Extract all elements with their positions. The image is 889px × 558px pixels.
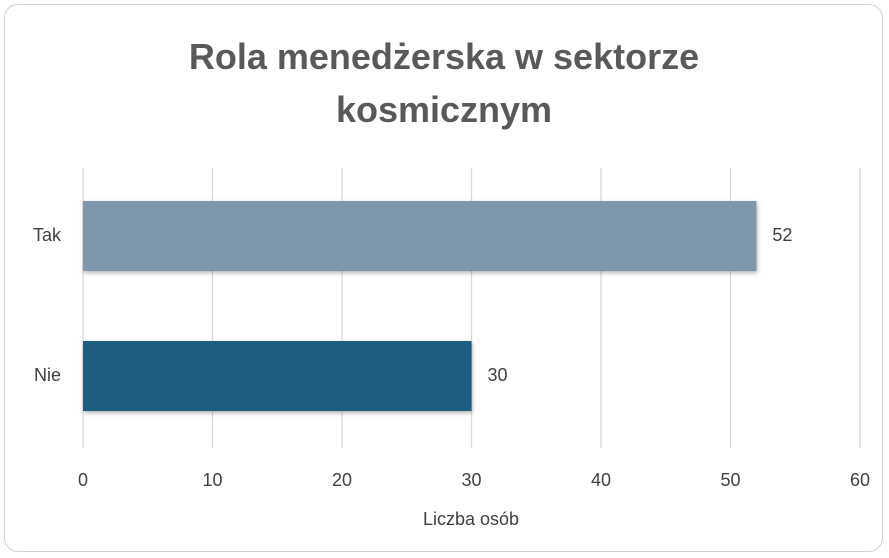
y-tick-label: Nie xyxy=(34,365,61,385)
x-tick-label: 40 xyxy=(591,470,611,490)
y-tick-label: Tak xyxy=(33,225,62,245)
x-axis-title: Liczba osób xyxy=(423,509,519,529)
bar xyxy=(83,341,472,411)
chart-title: Rola menedżerska w sektorze kosmicznym xyxy=(188,36,700,130)
x-tick-label: 60 xyxy=(850,470,870,490)
x-tick-label: 10 xyxy=(202,470,222,490)
x-tick-label: 30 xyxy=(461,470,481,490)
data-label: 52 xyxy=(772,225,792,245)
x-tick-label: 50 xyxy=(720,470,740,490)
chart-card xyxy=(4,4,883,552)
data-label: 30 xyxy=(488,365,508,385)
x-tick-label: 20 xyxy=(332,470,352,490)
x-tick-label: 0 xyxy=(78,470,88,490)
bar xyxy=(83,201,757,271)
